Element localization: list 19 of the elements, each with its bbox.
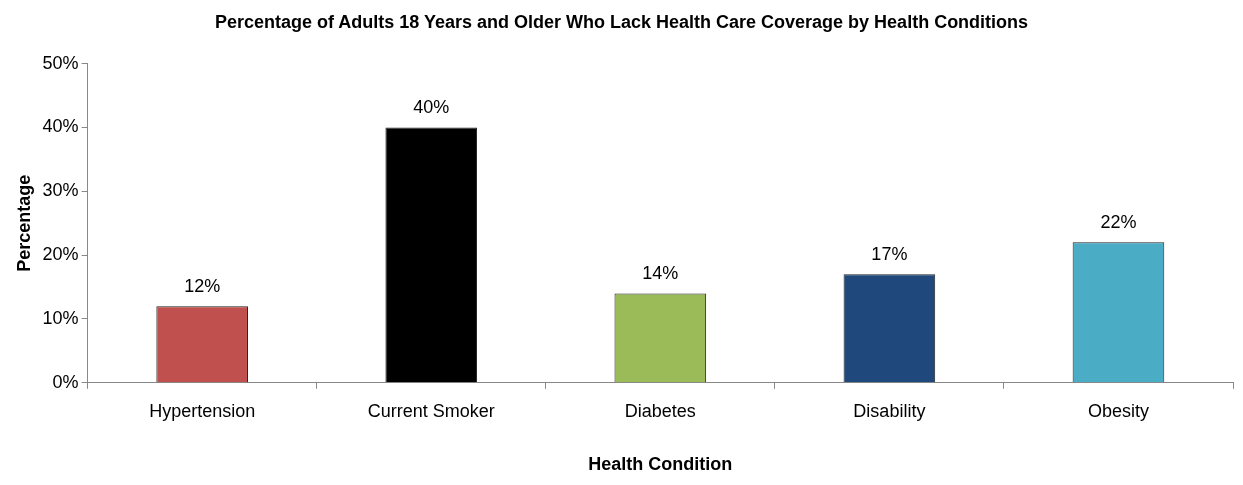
- x-tick-label: Hypertension: [149, 400, 256, 421]
- y-tick-label: 50%: [42, 52, 79, 73]
- y-tick-label: 0%: [52, 371, 79, 392]
- x-tick-label: Current Smoker: [367, 400, 495, 421]
- y-tick-label: 40%: [42, 116, 79, 137]
- data-label: 40%: [413, 97, 450, 118]
- x-axis-title: Health Condition: [588, 454, 733, 475]
- data-label: 14%: [642, 263, 679, 284]
- y-tick-label: 30%: [42, 180, 79, 201]
- x-tick-label: Diabetes: [624, 400, 696, 421]
- y-tick-label: 10%: [42, 307, 79, 328]
- x-tick-label: Disability: [853, 400, 926, 421]
- data-label: 12%: [184, 276, 221, 297]
- data-label: 17%: [871, 244, 908, 265]
- y-tick-label: 20%: [42, 244, 79, 265]
- data-label: 22%: [1100, 212, 1137, 233]
- chart-title: Percentage of Adults 18 Years and Older Who Lack Health Care Coverage by Health Conditions: [214, 11, 1029, 32]
- y-axis-title: Percentage: [13, 174, 34, 272]
- x-tick-label: Obesity: [1087, 400, 1149, 421]
